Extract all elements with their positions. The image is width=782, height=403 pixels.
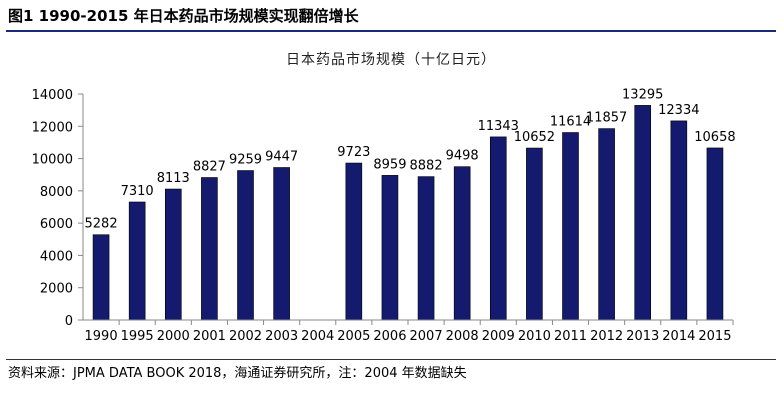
y-tick-label: 8000 [40, 185, 73, 200]
data-label-2006: 8959 [373, 157, 406, 172]
bar-2013 [634, 105, 652, 321]
x-tick-label: 2009 [482, 329, 515, 344]
y-tick-label: 14000 [32, 88, 73, 103]
data-label-2008: 9498 [446, 149, 479, 164]
figure-title: 图1 1990-2015 年日本药品市场规模实现翻倍增长 [8, 7, 359, 25]
data-label-2002: 9259 [229, 153, 262, 168]
bar-2005 [345, 162, 363, 321]
bar-2000 [164, 188, 182, 321]
x-tick-label: 1995 [121, 329, 154, 344]
x-tick-label: 2013 [626, 329, 659, 344]
x-axis: 1990 1995 2000 2001 2002 2003 2004 2005 2006 2007… [83, 319, 734, 344]
bar-1990 [92, 234, 110, 321]
x-tick-label: 2002 [229, 329, 262, 344]
x-tick-label: 2006 [373, 329, 406, 344]
bar-2001 [201, 177, 218, 321]
bar-2015 [706, 147, 724, 321]
y-tick-label: 4000 [40, 249, 73, 264]
bar-1995 [128, 201, 146, 321]
data-label-2003: 9447 [265, 149, 298, 164]
data-label-1990: 5282 [85, 217, 118, 232]
bar-2003 [273, 167, 290, 321]
bar-2007 [417, 176, 435, 321]
title-rule [6, 30, 776, 32]
x-tick-label: 2001 [193, 329, 226, 344]
y-tick-label: 6000 [40, 217, 73, 232]
x-tick-label: 2007 [410, 329, 443, 344]
data-label-2015: 10658 [694, 130, 735, 145]
x-tick-label: 2010 [518, 329, 551, 344]
data-label-2014: 12334 [658, 103, 699, 118]
x-tick-label: 2015 [698, 329, 731, 344]
x-tick-label: 2011 [554, 329, 587, 344]
bar-2012 [598, 128, 615, 321]
data-label-2012: 11857 [586, 111, 627, 126]
bar-2009 [489, 136, 507, 321]
data-label-2000: 8113 [157, 171, 190, 186]
bar-2002 [237, 170, 254, 321]
source-rule [6, 359, 776, 360]
x-tick-label: 2008 [446, 329, 479, 344]
bar-2008 [453, 166, 471, 321]
y-tick-label: 0 [65, 314, 73, 329]
data-label-2007: 8882 [410, 159, 443, 174]
x-tick-label: 2005 [337, 329, 370, 344]
y-tick-label: 10000 [32, 153, 73, 168]
x-tick-label: 2003 [265, 329, 298, 344]
x-tick-label: 1990 [85, 329, 118, 344]
data-label-1995: 7310 [121, 184, 154, 199]
data-label-2001: 8827 [193, 160, 226, 175]
x-tick-label: 2012 [590, 329, 623, 344]
y-tick-label: 2000 [40, 282, 73, 297]
y-tick-label: 12000 [32, 120, 73, 135]
y-axis: 0 2000 4000 6000 8000 10000 12000 14000 [32, 88, 84, 329]
bar-2011 [562, 132, 579, 321]
bar-2014 [670, 120, 688, 321]
x-tick-label: 2004 [301, 329, 334, 344]
x-tick-label: 2000 [157, 329, 190, 344]
bar-2006 [381, 175, 399, 321]
bar-chart: 日本药品市场规模（十亿日元） 0 2000 4000 6000 8000 10000 120… [32, 51, 736, 344]
source-note: 资料来源：JPMA DATA BOOK 2018，海通证券研究所，注：2004 … [8, 366, 467, 381]
data-label-2005: 9723 [337, 145, 370, 160]
data-label-2013: 13295 [622, 87, 663, 102]
data-label-2009: 11343 [478, 119, 519, 134]
data-label-2010: 10652 [514, 130, 555, 145]
bar-2010 [526, 147, 543, 321]
data-label-2011: 11614 [550, 115, 591, 130]
chart-title: 日本药品市场规模（十亿日元） [286, 51, 496, 68]
x-tick-label: 2014 [662, 329, 695, 344]
